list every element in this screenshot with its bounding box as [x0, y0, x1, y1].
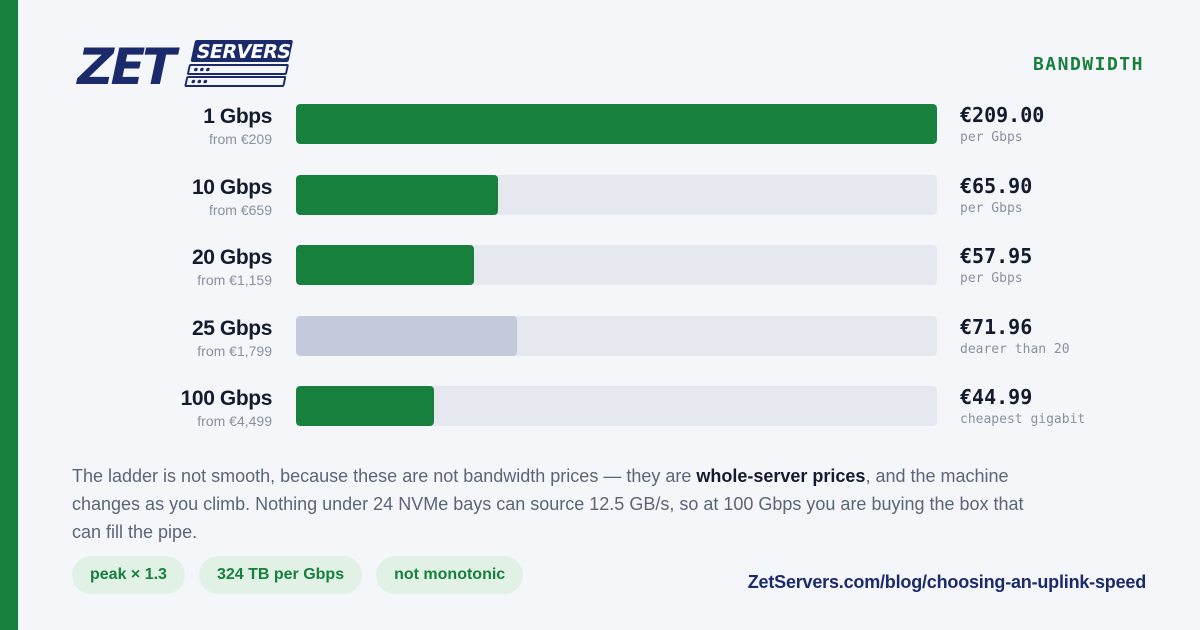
- value-group: €209.00 per Gbps: [960, 102, 1044, 148]
- value-group: €65.90 per Gbps: [960, 173, 1032, 219]
- explanation-paragraph: The ladder is not smooth, because these …: [72, 462, 1032, 546]
- from-price-label: from €1,799: [197, 342, 272, 359]
- value-group: €57.95 per Gbps: [960, 243, 1032, 289]
- from-price-label: from €4,499: [197, 413, 272, 429]
- speed-tick-label: 10 Gbps: [191, 175, 272, 199]
- speed-tick-label: 100 Gbps: [180, 387, 273, 410]
- article-url-link[interactable]: ZetServers.com/blog/choosing-an-uplink-s…: [747, 572, 1146, 592]
- tag-tb-per-gbps: 324 TB per Gbps: [198, 556, 363, 594]
- section-label: BANDWIDTH: [1032, 54, 1144, 75]
- row-label-group: 20 Gbps from €1,159: [192, 245, 272, 289]
- zetservers-logo: ZET SERVERS: [72, 38, 293, 90]
- chart-row-2: 20 Gbps from €1,159 €57.95 per Gbps: [0, 243, 1200, 314]
- chart-row-1: 10 Gbps from €659 €65.90 per Gbps: [0, 173, 1200, 244]
- price-note: cheapest gigabit: [960, 412, 1086, 427]
- bar-track: [296, 245, 937, 285]
- price-data-label: €57.95: [960, 244, 1033, 268]
- speed-tick-label: 25 Gbps: [191, 316, 272, 340]
- side-accent-stripe: [0, 0, 18, 630]
- bar-4: [296, 386, 434, 426]
- price-data-label: €65.90: [960, 173, 1033, 198]
- row-label-group: 100 Gbps from €4,499: [180, 386, 273, 430]
- price-note: per Gbps: [960, 130, 1023, 145]
- bar-1: [296, 174, 499, 215]
- logo-zet-text: ZET: [72, 38, 183, 90]
- from-price-label: from €659: [208, 201, 272, 218]
- tag-peak: peak × 1.3: [72, 556, 185, 594]
- row-label-group: 1 Gbps from €209: [203, 104, 272, 148]
- paragraph-text-before: The ladder is not smooth, because these …: [72, 466, 697, 486]
- bar-2: [296, 245, 474, 285]
- price-data-label: €71.96: [960, 314, 1033, 339]
- chart-row-0: 1 Gbps from €209 €209.00 per Gbps: [0, 102, 1200, 173]
- tag-not-monotonic: not monotonic: [376, 556, 524, 594]
- bar-0: [296, 104, 937, 144]
- from-price-label: from €209: [208, 131, 272, 147]
- speed-tick-label: 20 Gbps: [191, 246, 272, 269]
- logo-servers-text: SERVERS: [194, 40, 293, 63]
- price-note: per Gbps: [960, 200, 1023, 216]
- row-label-group: 25 Gbps from €1,799: [192, 316, 272, 360]
- paragraph-emphasis: whole-server prices: [696, 466, 866, 486]
- bar-track: [296, 386, 937, 426]
- tag-list: peak × 1.3 324 TB per Gbps not monotonic: [72, 556, 524, 594]
- chart-row-4: 100 Gbps from €4,499 €44.99 cheapest gig…: [0, 384, 1200, 455]
- bar-3: [296, 315, 517, 356]
- price-data-label: €209.00: [960, 103, 1045, 127]
- value-group: €44.99 cheapest gigabit: [960, 384, 1085, 430]
- price-data-label: €44.99: [960, 385, 1033, 409]
- paragraph-text-after: , and the machine changes as you climb. …: [72, 466, 1024, 542]
- chart-row-3: 25 Gbps from €1,799 €71.96 dearer than 2…: [0, 314, 1200, 385]
- bandwidth-bar-chart: 1 Gbps from €209 €209.00 per Gbps 10 Gbp…: [0, 102, 1200, 455]
- bar-track: [296, 174, 937, 215]
- row-label-group: 10 Gbps from €659: [192, 175, 272, 219]
- speed-tick-label: 1 Gbps: [203, 105, 272, 128]
- price-note: dearer than 20: [960, 341, 1070, 357]
- value-group: €71.96 dearer than 20: [960, 314, 1070, 360]
- bar-track: [296, 315, 937, 356]
- bar-track: [296, 104, 937, 144]
- from-price-label: from €1,159: [197, 272, 272, 288]
- price-note: per Gbps: [960, 271, 1023, 286]
